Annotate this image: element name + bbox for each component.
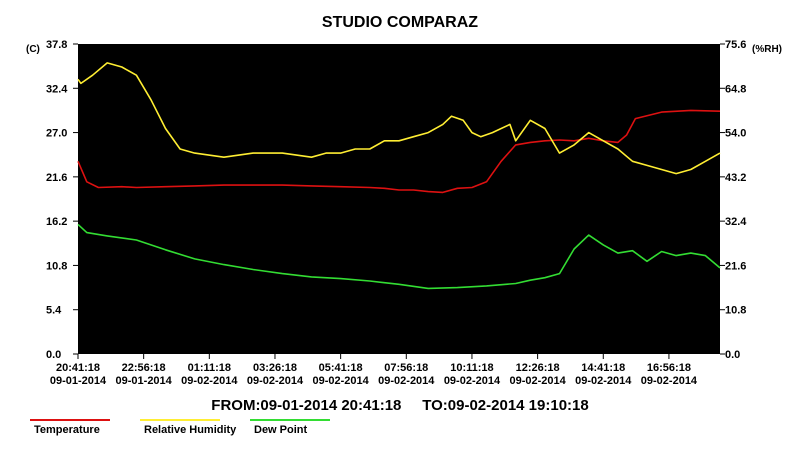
x-tick-date: 09-01-2014 [50, 375, 107, 387]
legend-label: Relative Humidity [144, 424, 237, 436]
legend-label: Temperature [34, 424, 100, 436]
y-right-tick-label: 54.0 [725, 128, 746, 140]
y-left-tick-label: 21.6 [46, 172, 67, 184]
y-right-tick-label: 21.6 [725, 260, 746, 272]
x-tick-time: 01:11:18 [188, 362, 231, 374]
series-line-temperature [77, 109, 721, 194]
x-tick-time: 22:56:18 [122, 362, 166, 374]
y-right-tick-label: 32.4 [725, 216, 747, 228]
x-tick-date: 09-02-2014 [312, 375, 369, 387]
y-left-tick-label: 10.8 [46, 260, 67, 272]
x-tick-date: 09-02-2014 [641, 375, 698, 387]
y-left-unit: (C) [26, 44, 40, 55]
legend-swatch [30, 419, 110, 421]
y-left-tick-label: 37.8 [46, 39, 67, 51]
x-tick-date: 09-02-2014 [181, 375, 238, 387]
x-tick-date: 09-02-2014 [444, 375, 501, 387]
x-tick-date: 09-02-2014 [509, 375, 566, 387]
x-tick-time: 20:41:18 [56, 362, 100, 374]
y-right-tick-label: 0.0 [725, 349, 740, 361]
y-left-tick-label: 16.2 [46, 216, 67, 228]
range-gap [401, 397, 422, 414]
y-left-tick-label: 0.0 [46, 349, 61, 361]
plot-area [78, 44, 720, 354]
y-right-tick-label: 10.8 [725, 305, 746, 317]
x-tick-date: 09-02-2014 [378, 375, 435, 387]
x-tick-time: 07:56:18 [384, 362, 428, 374]
range-to: TO:09-02-2014 19:10:18 [422, 397, 589, 414]
y-right-unit: (%RH) [752, 44, 782, 55]
y-left-tick-label: 5.4 [46, 305, 62, 317]
x-tick-time: 14:41:18 [581, 362, 625, 374]
x-tick-time: 03:26:18 [253, 362, 297, 374]
x-tick-time: 10:11:18 [450, 362, 493, 374]
x-tick-time: 12:26:18 [516, 362, 560, 374]
x-tick-date: 09-02-2014 [247, 375, 304, 387]
legend-swatch [140, 419, 220, 421]
series-line-dew-point [77, 223, 721, 290]
x-tick-time: 16:56:18 [647, 362, 691, 374]
y-right-tick-label: 75.6 [725, 39, 746, 51]
x-tick-date: 09-01-2014 [116, 375, 173, 387]
series-line-relative-humidity [77, 62, 721, 175]
y-left-tick-label: 27.0 [46, 128, 67, 140]
chart-title: STUDIO COMPARAZ [321, 14, 479, 31]
y-right-tick-label: 64.8 [725, 83, 746, 95]
x-tick-time: 05:41:18 [319, 362, 363, 374]
legend-label: Dew Point [254, 424, 308, 436]
date-range-label: FROM:09-01-2014 20:41:18 TO:09-02-2014 1… [0, 397, 800, 414]
x-tick-date: 09-02-2014 [575, 375, 632, 387]
y-right-tick-label: 43.2 [725, 172, 746, 184]
y-left-tick-label: 32.4 [46, 83, 68, 95]
legend-swatch [250, 419, 330, 421]
range-from: FROM:09-01-2014 20:41:18 [211, 397, 402, 414]
